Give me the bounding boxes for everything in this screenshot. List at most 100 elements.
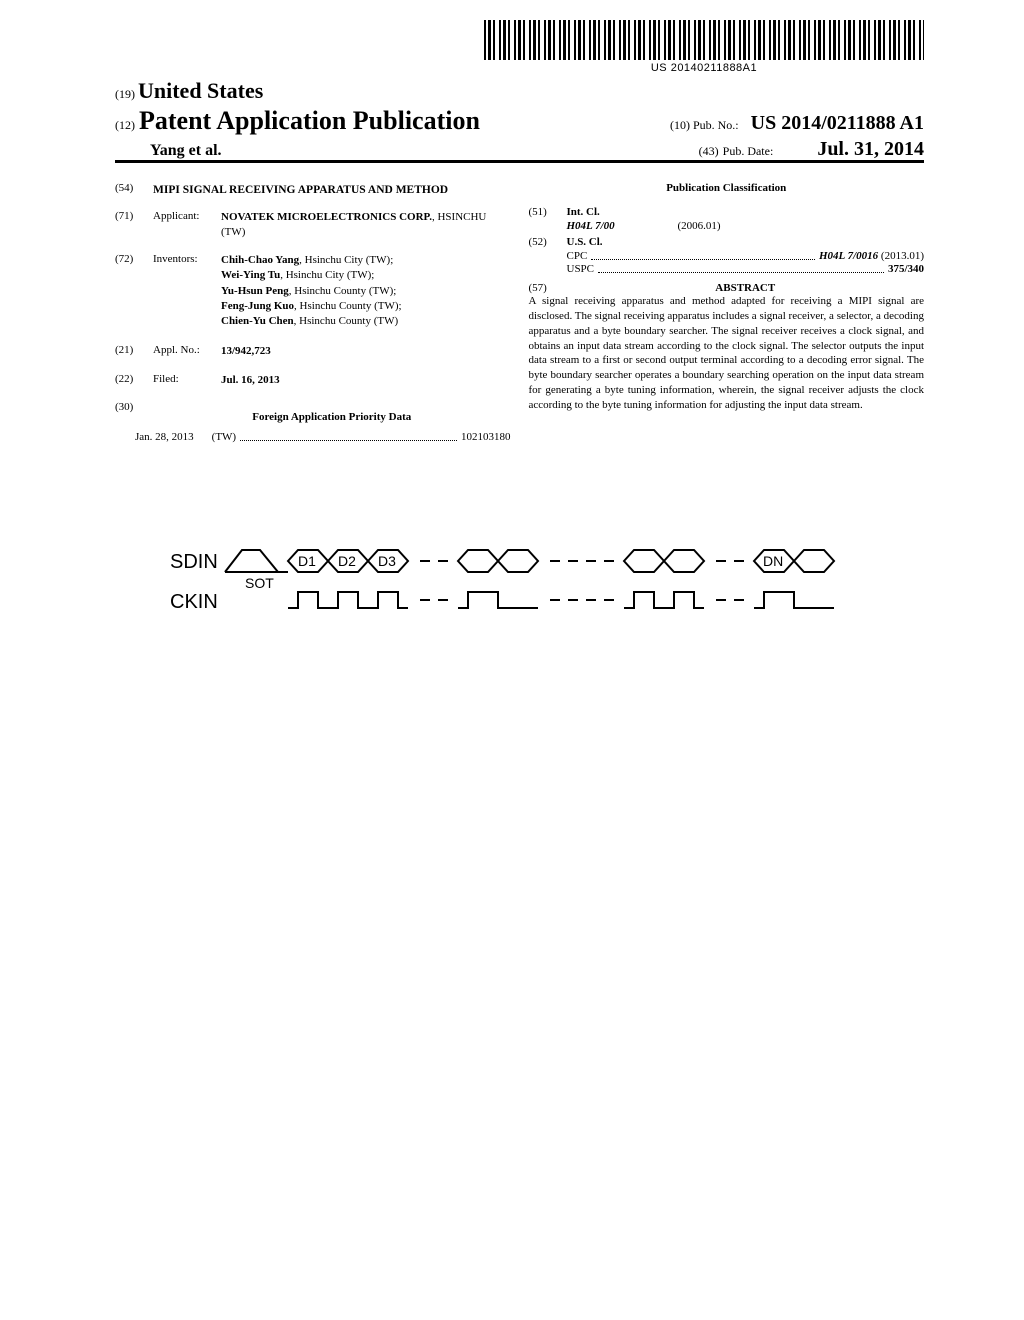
clk-seg-2 (458, 592, 538, 608)
priority-number: 102103180 (461, 431, 511, 444)
code-19: (19) (115, 87, 135, 101)
priority-country: (TW) (212, 431, 236, 444)
abstract-header: (57) ABSTRACT (529, 282, 925, 294)
inventor-loc-2: , Hsinchu County (TW); (289, 285, 397, 297)
barcode-region: US 20140211888A1 (484, 20, 924, 74)
diagram-svg: SDIN CKIN SOT D1 D2 D3 (170, 540, 850, 640)
intcl-code: (51) (529, 206, 567, 218)
intcl-sub: H04L 7/00 (2006.01) (529, 220, 925, 232)
d3-text: D3 (378, 553, 396, 569)
pub-type-line: (12) Patent Application Publication (10)… (115, 106, 924, 136)
clk-seg-1 (288, 592, 408, 608)
pub-date-value: Jul. 31, 2014 (817, 138, 924, 160)
applicant-label: Applicant: (153, 210, 221, 241)
abstract-code: (57) (529, 282, 567, 294)
inventors-row: (72) Inventors: Chih-Chao Yang, Hsinchu … (115, 253, 511, 330)
code-43: (43) (699, 144, 719, 158)
intcl-row: (51) Int. Cl. (529, 206, 925, 218)
d2-text: D2 (338, 553, 356, 569)
inventor-name-3: Feng-Jung Kuo (221, 300, 294, 312)
filed-label: Filed: (153, 373, 221, 388)
uscl-row: (52) U.S. Cl. (529, 236, 925, 248)
pub-num-value: US 2014/0211888 A1 (751, 112, 924, 134)
title-text: MIPI SIGNAL RECEIVING APPARATUS AND METH… (153, 182, 511, 198)
inventor-name-0: Chih-Chao Yang (221, 254, 299, 266)
sot-label-svg: SOT (245, 575, 274, 591)
code-12: (12) (115, 118, 135, 132)
inventors-code: (72) (115, 253, 153, 330)
inventor-loc-4: , Hsinchu County (TW) (294, 315, 398, 327)
appl-no-row: (21) Appl. No.: 13/942,723 (115, 344, 511, 359)
inventor-name-1: Wei-Ying Tu (221, 269, 280, 281)
foreign-code: (30) (115, 401, 153, 431)
filed-value: Jul. 16, 2013 (221, 373, 511, 388)
clk-seg-4 (754, 592, 834, 608)
pub-date-label: Pub. Date: (723, 144, 774, 158)
pub-type: Patent Application Publication (139, 106, 480, 135)
inventor-name-4: Chien-Yu Chen (221, 315, 294, 327)
applicant-content: NOVATEK MICROELECTRONICS CORP., HSINCHU … (221, 210, 511, 241)
appl-no-label: Appl. No.: (153, 344, 221, 359)
title-row: (54) MIPI SIGNAL RECEIVING APPARATUS AND… (115, 182, 511, 198)
pub-num-label: Pub. No.: (693, 118, 739, 132)
inventor-loc-0: , Hsinchu City (TW); (299, 254, 393, 266)
right-column: Publication Classification (51) Int. Cl.… (529, 182, 925, 444)
priority-mid: (TW) 102103180 (212, 431, 511, 444)
header-block: (19) United States (12) Patent Applicati… (115, 78, 924, 161)
abstract-title: ABSTRACT (567, 282, 925, 294)
foreign-header: (30) Foreign Application Priority Data (115, 401, 511, 431)
cpc-label: CPC (567, 250, 588, 263)
left-column: (54) MIPI SIGNAL RECEIVING APPARATUS AND… (115, 182, 511, 444)
uscl-code: (52) (529, 236, 567, 248)
priority-dots (240, 431, 457, 441)
applicant-row: (71) Applicant: NOVATEK MICROELECTRONICS… (115, 210, 511, 241)
uspc-line: USPC 375/340 (529, 263, 925, 276)
foreign-section: (30) Foreign Application Priority Data J… (115, 401, 511, 444)
uspc-dots (598, 263, 884, 273)
cpc-year: (2013.01) (881, 250, 924, 262)
dn-text: DN (763, 553, 783, 569)
timing-diagram: SDIN CKIN SOT D1 D2 D3 (170, 540, 850, 640)
barcode-text: US 20140211888A1 (484, 62, 924, 74)
appl-no-value: 13/942,723 (221, 344, 511, 359)
ckin-label-svg: CKIN (170, 591, 218, 613)
cpc-value-wrap: H04L 7/0016 (2013.01) (819, 250, 924, 263)
pub-type-left: (12) Patent Application Publication (115, 106, 480, 136)
header-divider (115, 160, 924, 163)
priority-date: Jan. 28, 2013 (135, 431, 194, 444)
intcl-class: H04L 7/00 (567, 220, 615, 232)
inventor-name-2: Yu-Hsun Peng (221, 285, 289, 297)
inventors-content: Chih-Chao Yang, Hsinchu City (TW); Wei-Y… (221, 253, 511, 330)
pub-num-right: (10) Pub. No.: US 2014/0211888 A1 (670, 112, 924, 135)
country-line: (19) United States (115, 78, 924, 104)
abstract-text: A signal receiving apparatus and method … (529, 294, 925, 413)
uspc-value: 375/340 (888, 263, 924, 276)
sdin-label-svg: SDIN (170, 551, 218, 573)
clk-seg-3 (624, 592, 704, 608)
foreign-title: Foreign Application Priority Data (153, 411, 511, 423)
inventor-loc-3: , Hsinchu County (TW); (294, 300, 402, 312)
pub-date-right: (43) Pub. Date: Jul. 31, 2014 (699, 138, 924, 161)
empty-eye-1 (458, 550, 498, 572)
code-10: (10) (670, 118, 690, 132)
applicant-code: (71) (115, 210, 153, 241)
author-date-line: Yang et al. (43) Pub. Date: Jul. 31, 201… (115, 138, 924, 161)
barcode-graphic (484, 20, 924, 60)
country-name: United States (138, 78, 263, 103)
uscl-label: U.S. Cl. (567, 236, 603, 248)
content-area: (54) MIPI SIGNAL RECEIVING APPARATUS AND… (115, 182, 924, 444)
inventor-loc-1: , Hsinchu City (TW); (280, 269, 374, 281)
applicant-name: NOVATEK MICROELECTRONICS CORP. (221, 211, 432, 223)
sdin-sot-pulse (225, 550, 278, 572)
empty-eye-2 (498, 550, 538, 572)
cpc-line: CPC H04L 7/0016 (2013.01) (529, 250, 925, 263)
intcl-year: (2006.01) (677, 220, 720, 232)
cpc-value: H04L 7/0016 (819, 250, 878, 262)
filed-code: (22) (115, 373, 153, 388)
priority-row: Jan. 28, 2013 (TW) 102103180 (115, 431, 511, 444)
d1-text: D1 (298, 553, 316, 569)
appl-no-code: (21) (115, 344, 153, 359)
empty-eye-3 (624, 550, 664, 572)
title-code: (54) (115, 182, 153, 198)
intcl-label: Int. Cl. (567, 206, 600, 218)
